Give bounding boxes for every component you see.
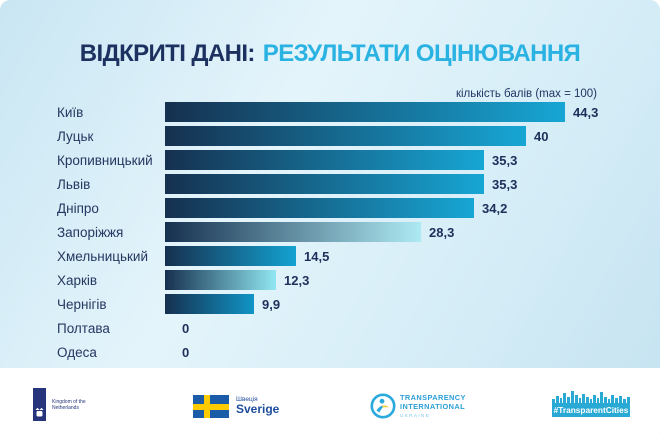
city-label: Дніпро bbox=[57, 200, 99, 216]
sweden-label-ukrainian: Швеція bbox=[236, 396, 258, 404]
city-label: Львів bbox=[57, 176, 91, 192]
city-skyline-icon bbox=[552, 391, 630, 403]
score-bar bbox=[165, 198, 474, 218]
score-value: 0 bbox=[182, 344, 190, 360]
chart-row: Харків 12,3 bbox=[0, 270, 660, 290]
score-value: 35,3 bbox=[492, 176, 518, 192]
score-value: 40 bbox=[534, 128, 549, 144]
score-value: 44,3 bbox=[573, 104, 599, 120]
transparent-cities-logo: #TransparentCities bbox=[552, 390, 630, 417]
score-bar bbox=[165, 270, 276, 290]
chart-row: Луцьк 40 bbox=[0, 126, 660, 146]
ti-line3: UKRAINE bbox=[400, 412, 431, 418]
transparency-international-logo: TRANSPARENCY INTERNATIONAL UKRAINE bbox=[370, 393, 466, 419]
chart-row: Полтава 0 bbox=[0, 318, 660, 338]
score-value: 14,5 bbox=[304, 248, 330, 264]
bar-chart: Київ 44,3 Луцьк 40 Кропивницький 35,3 Ль… bbox=[0, 102, 660, 366]
city-label: Харків bbox=[57, 272, 98, 288]
netherlands-logo: Kingdom of the Netherlands bbox=[33, 388, 108, 421]
score-value: 28,3 bbox=[429, 224, 455, 240]
page-title: ВІДКРИТІ ДАНІ: РЕЗУЛЬТАТИ ОЦІНЮВАННЯ bbox=[0, 40, 660, 68]
chart-row: Дніпро 34,2 bbox=[0, 198, 660, 218]
score-value: 34,2 bbox=[482, 200, 508, 216]
netherlands-crest-icon bbox=[35, 407, 44, 417]
city-label: Хмельницький bbox=[57, 248, 149, 264]
chart-row: Чернігів 9,9 bbox=[0, 294, 660, 314]
score-bar bbox=[165, 174, 484, 194]
score-bar bbox=[165, 246, 296, 266]
transparent-cities-label: #TransparentCities bbox=[553, 405, 629, 415]
transparent-cities-badge: #TransparentCities bbox=[552, 403, 630, 417]
city-label: Луцьк bbox=[57, 128, 94, 144]
sweden-logo: Швеція Sverige bbox=[193, 395, 279, 418]
netherlands-banner bbox=[33, 388, 46, 421]
score-value: 12,3 bbox=[284, 272, 310, 288]
city-label: Чернігів bbox=[57, 296, 107, 312]
ti-line2: INTERNATIONAL bbox=[400, 402, 466, 411]
chart-row: Запоріжжя 28,3 bbox=[0, 222, 660, 242]
score-value: 0 bbox=[182, 320, 190, 336]
chart-subtitle: кількість балів (max = 100) bbox=[455, 88, 597, 100]
footer: Kingdom of the Netherlands Швеція Sverig… bbox=[0, 368, 660, 441]
sweden-flag-icon bbox=[193, 395, 229, 418]
score-value: 35,3 bbox=[492, 152, 518, 168]
chart-row: Львів 35,3 bbox=[0, 174, 660, 194]
title-part-dark: ВІДКРИТІ ДАНІ: bbox=[79, 40, 256, 67]
score-bar bbox=[165, 102, 565, 122]
chart-rows: Київ 44,3 Луцьк 40 Кропивницький 35,3 Ль… bbox=[0, 102, 660, 362]
transparency-international-icon bbox=[370, 393, 396, 419]
title-part-accent: РЕЗУЛЬТАТИ ОЦІНЮВАННЯ bbox=[262, 40, 581, 67]
netherlands-label: Kingdom of the Netherlands bbox=[52, 398, 86, 411]
chart-row: Київ 44,3 bbox=[0, 102, 660, 122]
score-bar bbox=[165, 150, 484, 170]
city-label: Одеса bbox=[57, 344, 97, 360]
chart-row: Одеса 0 bbox=[0, 342, 660, 362]
chart-row: Кропивницький 35,3 bbox=[0, 150, 660, 170]
score-value: 9,9 bbox=[262, 296, 281, 312]
ti-line1: TRANSPARENCY bbox=[400, 393, 466, 403]
city-label: Запоріжжя bbox=[57, 224, 124, 240]
city-label: Київ bbox=[57, 104, 84, 120]
city-label: Полтава bbox=[57, 320, 110, 336]
score-bar bbox=[165, 222, 421, 242]
city-label: Кропивницький bbox=[57, 152, 153, 168]
score-bar bbox=[165, 126, 526, 146]
sweden-label-swedish: Sverige bbox=[236, 402, 280, 417]
score-bar bbox=[165, 294, 254, 314]
chart-row: Хмельницький 14,5 bbox=[0, 246, 660, 266]
